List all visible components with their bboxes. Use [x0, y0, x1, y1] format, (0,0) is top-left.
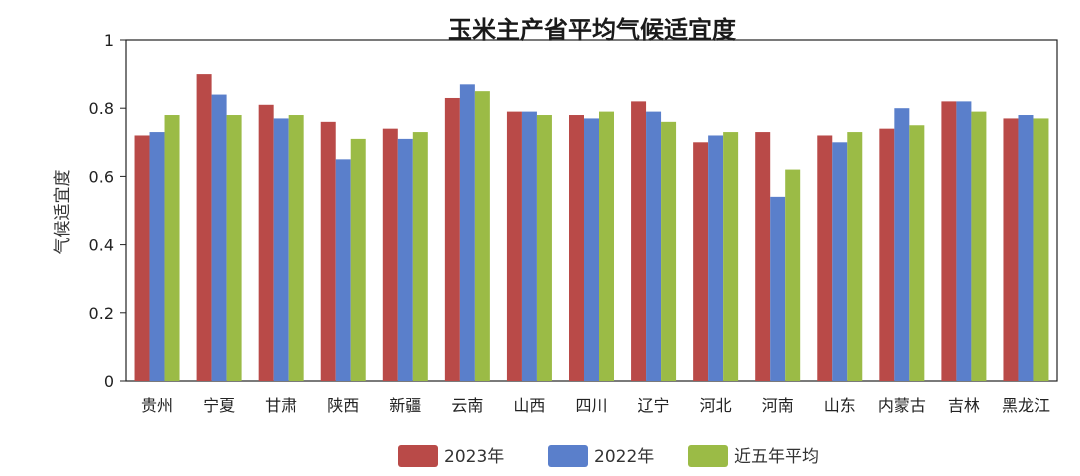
bar [320, 121, 336, 381]
bar [599, 111, 614, 382]
bar [474, 91, 490, 382]
x-tick-label: 陕西 [327, 396, 359, 415]
bar [226, 115, 242, 382]
x-tick-label: 黑龙江 [1002, 396, 1050, 415]
bar [661, 121, 677, 381]
bar [646, 111, 662, 382]
x-tick-label: 辽宁 [638, 396, 670, 415]
x-tick-label: 山西 [513, 396, 545, 415]
bar [832, 142, 848, 381]
x-tick-label: 云南 [451, 396, 483, 415]
bar [134, 135, 150, 381]
x-tick-label: 河南 [762, 396, 794, 415]
bar [569, 115, 584, 382]
bar [196, 74, 212, 381]
legend: 2023年 2022年 近五年平均 [398, 445, 819, 467]
bar [631, 101, 647, 381]
x-tick-label: 四川 [575, 396, 607, 415]
bar [847, 132, 863, 381]
bar [723, 132, 739, 381]
bar [149, 132, 165, 381]
bar [335, 159, 351, 381]
y-axis-title: 气候适宜度 [53, 170, 73, 255]
legend-label: 2022年 [594, 447, 654, 467]
bar [211, 94, 227, 381]
bar [708, 135, 724, 381]
bar [506, 111, 522, 382]
bar [941, 101, 957, 381]
bar [258, 104, 274, 381]
chart-title: 玉米主产省平均气候适宜度 [448, 16, 737, 44]
y-tick-label: 0.6 [89, 167, 114, 186]
bar [1018, 115, 1034, 382]
bar [817, 135, 833, 381]
y-tick-label: 1 [104, 31, 114, 50]
bar [164, 115, 180, 382]
legend-swatch [548, 445, 588, 467]
y-tick-label: 0.2 [89, 304, 114, 323]
legend-label: 2023年 [444, 447, 504, 467]
x-tick-label: 内蒙古 [878, 396, 926, 415]
bar [956, 101, 972, 381]
x-tick-label: 甘肃 [265, 396, 297, 415]
bar [755, 132, 771, 381]
x-tick-label: 山东 [824, 396, 856, 415]
x-tick-label: 新疆 [389, 396, 421, 415]
x-tick-label: 贵州 [141, 396, 173, 415]
bar [770, 196, 786, 381]
y-tick-label: 0.8 [89, 99, 114, 118]
bar [1033, 118, 1049, 382]
plot-area: 0 0.2 0.4 0.6 0.8 1 贵州 宁夏 甘肃 陕西 新疆 云南 山西 四川 辽宁 河北 河南 山东 内蒙… [89, 31, 1058, 415]
bar [444, 97, 460, 381]
bar [521, 111, 537, 382]
y-tick-label: 0 [104, 372, 114, 391]
bar [288, 115, 304, 382]
bar [971, 111, 987, 382]
bar [879, 128, 895, 381]
bar [909, 125, 925, 381]
x-tick-label: 吉林 [948, 396, 980, 415]
y-tick-label: 0.4 [89, 236, 114, 255]
legend-swatch [398, 445, 438, 467]
bar [693, 142, 709, 381]
x-tick-label: 宁夏 [203, 396, 235, 415]
bar [785, 169, 801, 381]
bar [1003, 118, 1019, 382]
legend-swatch [688, 445, 728, 467]
bar [584, 118, 599, 382]
bar [382, 128, 398, 381]
bar [397, 138, 413, 381]
bar [412, 132, 428, 381]
bar [273, 118, 289, 382]
bar [894, 108, 910, 381]
bar [536, 115, 552, 382]
bar [459, 84, 475, 381]
x-tick-label: 河北 [700, 396, 732, 415]
legend-label: 近五年平均 [734, 447, 819, 467]
bar [350, 138, 366, 381]
